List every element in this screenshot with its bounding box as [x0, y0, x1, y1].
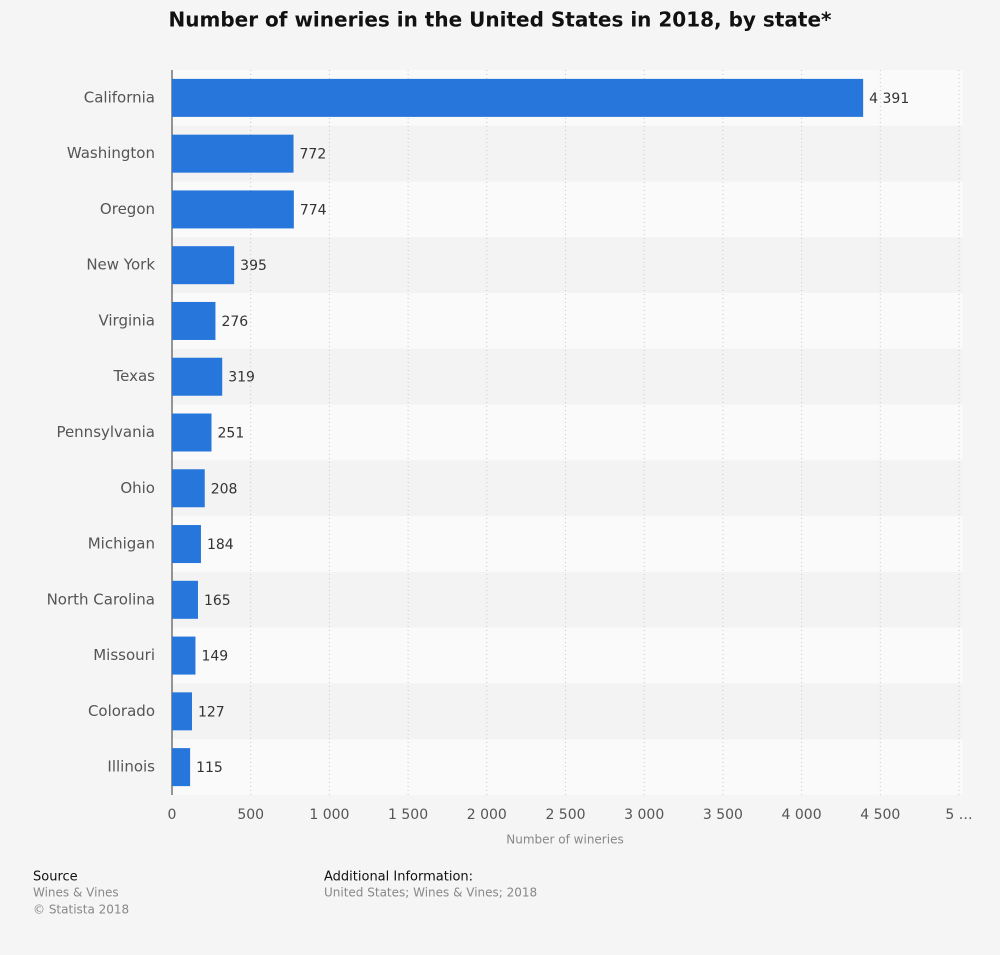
x-tick-label: 1 000	[309, 807, 349, 823]
value-label: 127	[198, 704, 225, 720]
value-label: 251	[218, 426, 245, 442]
bar	[172, 78, 864, 117]
value-label: 319	[228, 370, 255, 386]
bar	[172, 190, 294, 229]
x-tick-label: 3 500	[703, 807, 743, 823]
source: Wines & Vines	[33, 886, 119, 900]
row-stripe	[172, 739, 963, 795]
bar	[172, 525, 201, 564]
value-label: 774	[300, 202, 327, 218]
bar	[172, 246, 235, 285]
row-stripe	[172, 181, 963, 238]
x-tick-label: 5 …	[945, 807, 972, 823]
x-tick-label: 500	[237, 807, 264, 823]
bar	[172, 134, 294, 173]
row-stripe	[172, 293, 963, 349]
source-heading: Source	[33, 870, 78, 885]
bar	[172, 692, 192, 731]
bar	[172, 748, 191, 787]
x-tick-label: 3 000	[624, 807, 664, 823]
bar	[172, 636, 196, 675]
y-tick-label: Washington	[67, 144, 155, 162]
bar	[172, 301, 216, 340]
bar	[172, 469, 205, 508]
value-label: 276	[221, 314, 248, 330]
row-stripe	[172, 683, 963, 740]
y-tick-label: New York	[86, 256, 155, 274]
x-tick-label: 4 000	[782, 807, 822, 823]
row-stripe	[172, 627, 963, 684]
x-tick-label: 2 000	[467, 807, 507, 823]
value-label: 149	[201, 649, 228, 665]
bar	[172, 413, 212, 452]
y-tick-label: California	[84, 88, 155, 106]
y-tick-label: Illinois	[107, 758, 155, 776]
y-tick-label: Oregon	[100, 200, 155, 218]
y-tick-label: Ohio	[120, 479, 155, 497]
row-stripe	[172, 125, 963, 182]
row-stripe	[172, 571, 963, 628]
x-tick-label: 4 500	[860, 807, 900, 823]
bar	[172, 357, 223, 396]
x-tick-label: 0	[168, 807, 177, 823]
y-tick-label: North Carolina	[47, 590, 155, 608]
chart-title: Number of wineries in the United States …	[169, 8, 832, 32]
value-label: 115	[196, 760, 223, 776]
x-axis-label: Number of wineries	[506, 833, 623, 847]
y-tick-label: Pennsylvania	[56, 423, 155, 441]
y-tick-label: Texas	[113, 367, 156, 385]
info: United States; Wines & Vines; 2018	[324, 886, 537, 900]
y-tick-label: Virginia	[98, 311, 155, 329]
value-label: 184	[207, 537, 234, 553]
value-label: 772	[300, 147, 327, 163]
x-tick-label: 1 500	[388, 807, 428, 823]
x-tick-label: 2 500	[545, 807, 585, 823]
y-tick-label: Missouri	[93, 646, 155, 664]
bar	[172, 580, 198, 619]
row-stripe	[172, 460, 963, 517]
value-label: 395	[240, 258, 267, 274]
y-tick-label: Michigan	[88, 535, 155, 553]
row-stripe	[172, 237, 963, 294]
value-label: 4 391	[869, 91, 909, 107]
copyright: © Statista 2018	[33, 903, 129, 917]
value-label: 208	[211, 481, 238, 497]
value-label: 165	[204, 593, 231, 609]
info-heading: Additional Information:	[324, 870, 473, 885]
row-stripe	[172, 516, 963, 572]
row-stripe	[172, 348, 963, 405]
y-tick-label: Colorado	[88, 702, 155, 720]
row-stripe	[172, 404, 963, 461]
